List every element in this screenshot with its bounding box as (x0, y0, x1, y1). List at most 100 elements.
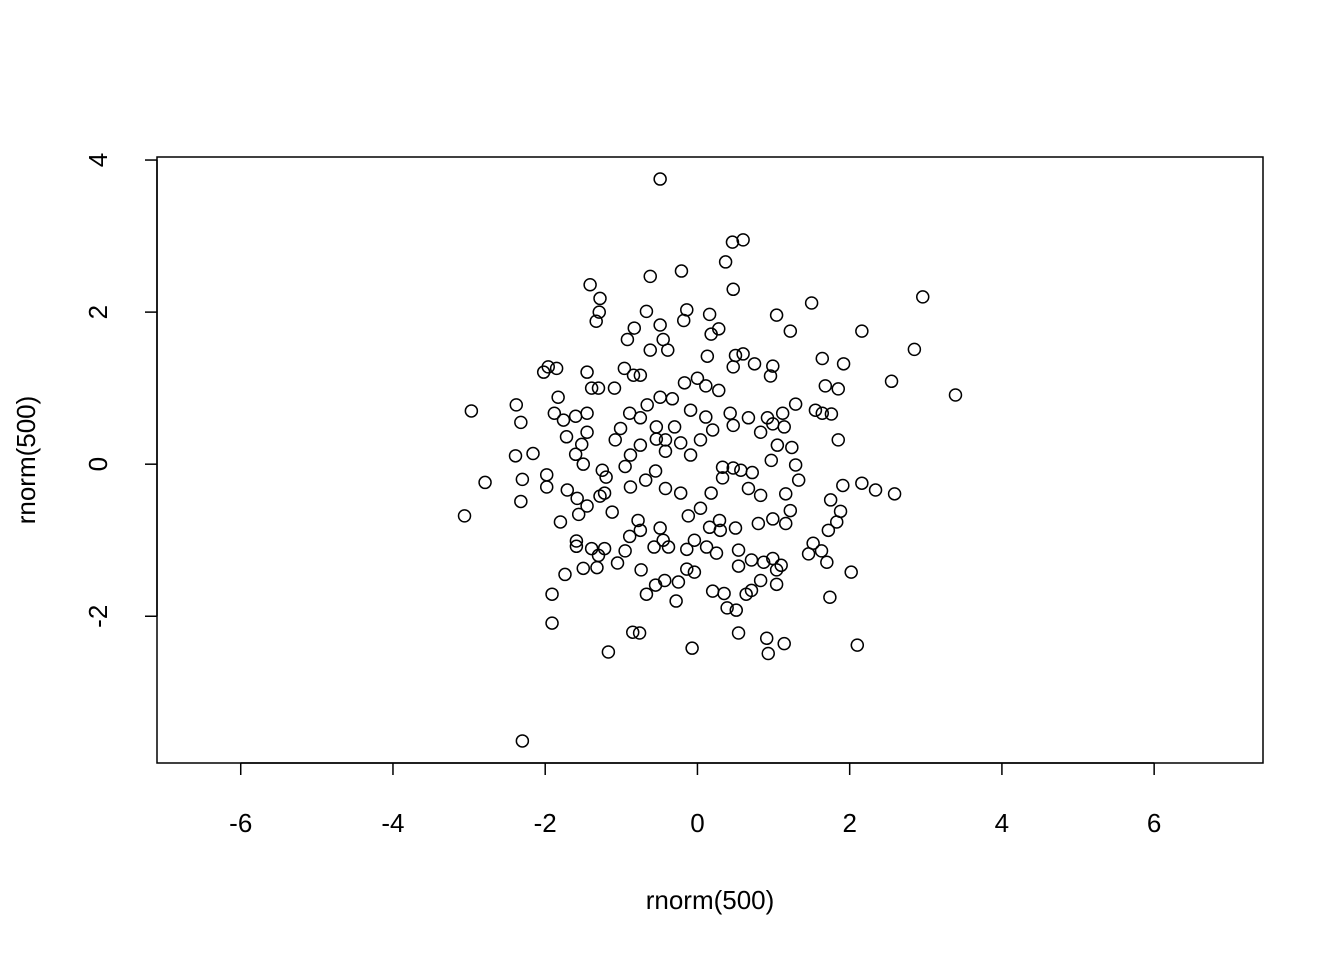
point (514, 415, 528, 430)
point (620, 332, 635, 347)
point (788, 397, 803, 411)
y-tick-label: -2 (83, 605, 113, 628)
point (631, 513, 645, 528)
point (464, 404, 479, 418)
point (674, 264, 689, 278)
point (673, 486, 688, 500)
point (568, 409, 583, 424)
point (599, 470, 613, 484)
point (753, 425, 768, 439)
point (753, 573, 768, 588)
point (769, 308, 784, 322)
point (777, 420, 791, 434)
point (808, 403, 823, 417)
point (850, 638, 865, 652)
point (884, 374, 899, 389)
point (643, 343, 657, 357)
point (589, 314, 603, 328)
point (623, 480, 638, 494)
point (514, 494, 528, 509)
point (584, 541, 599, 556)
point (791, 473, 806, 487)
point (590, 560, 604, 575)
point (601, 645, 616, 659)
point (580, 425, 594, 439)
point (545, 587, 559, 601)
point (916, 290, 930, 304)
point (683, 448, 698, 462)
point (457, 509, 472, 523)
point (775, 406, 790, 420)
point (478, 475, 492, 490)
point (571, 507, 586, 522)
point (618, 459, 632, 474)
point (821, 523, 836, 538)
point (539, 468, 554, 482)
point (633, 368, 648, 382)
point (583, 277, 597, 292)
point (783, 324, 798, 338)
point (815, 351, 830, 366)
point (685, 641, 699, 655)
point (720, 601, 734, 615)
point (509, 398, 524, 412)
point (593, 291, 607, 306)
point (639, 304, 654, 319)
point (948, 388, 963, 402)
point (778, 487, 793, 501)
point (823, 590, 837, 604)
point (595, 463, 610, 478)
point (627, 321, 642, 335)
point (653, 390, 667, 405)
point (680, 562, 694, 576)
point (823, 493, 838, 507)
point (549, 361, 564, 376)
point (683, 403, 698, 417)
point (766, 359, 780, 373)
point (638, 473, 653, 487)
point (626, 368, 641, 382)
point (715, 460, 730, 474)
point (547, 406, 562, 420)
point (671, 575, 686, 589)
point (700, 349, 715, 363)
point (580, 365, 594, 379)
point (766, 551, 780, 566)
point (699, 379, 713, 393)
point (545, 616, 559, 630)
point (887, 487, 902, 501)
point (844, 565, 858, 579)
point (551, 390, 565, 405)
point (778, 516, 793, 531)
point (728, 348, 743, 363)
point (634, 563, 648, 577)
point (681, 509, 696, 523)
point (704, 486, 718, 500)
x-axis-label: rnorm(500) (646, 885, 775, 915)
point (515, 472, 530, 487)
point (610, 556, 625, 570)
point (836, 478, 850, 493)
point (774, 558, 788, 573)
point (653, 172, 667, 186)
point (693, 433, 708, 447)
point (831, 433, 846, 447)
point (712, 513, 727, 528)
point (731, 543, 746, 557)
point (818, 379, 833, 393)
point (658, 444, 673, 459)
point (836, 357, 851, 371)
point (622, 529, 637, 544)
point (855, 476, 869, 490)
point (736, 347, 750, 361)
point (806, 536, 820, 551)
point (584, 381, 599, 395)
point (676, 313, 691, 328)
point (625, 625, 640, 639)
point (673, 436, 688, 450)
point (669, 594, 683, 608)
point (699, 410, 713, 424)
point (556, 413, 571, 427)
point (576, 561, 591, 576)
